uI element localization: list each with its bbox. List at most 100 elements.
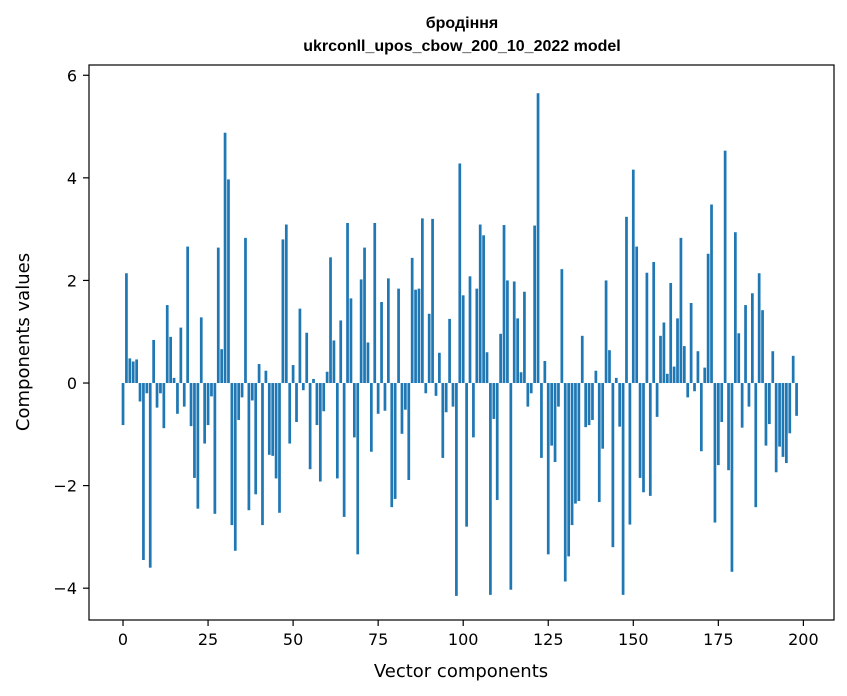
bar [781, 383, 785, 457]
bar [206, 383, 210, 426]
bar [397, 288, 400, 384]
bar [468, 276, 472, 384]
bar [128, 358, 132, 384]
bar [186, 246, 190, 384]
bar [404, 383, 407, 410]
bar [662, 322, 666, 384]
bar [400, 383, 404, 434]
bar [390, 383, 394, 508]
bar [465, 383, 468, 527]
bar [244, 237, 247, 384]
y-axis-label: Components values [13, 253, 34, 431]
bar [785, 383, 788, 464]
x-axis-ticks: 0 25 50 75 100 125 150 175 200 [118, 620, 819, 649]
bar [131, 361, 135, 384]
bar [125, 273, 128, 384]
bar [179, 327, 183, 384]
bar [448, 318, 451, 384]
bar [519, 372, 523, 384]
bar [716, 383, 720, 466]
bar [318, 383, 322, 482]
bar [550, 383, 554, 446]
bar [502, 225, 506, 384]
bar [509, 383, 513, 590]
bar [567, 383, 571, 557]
bar [298, 308, 302, 384]
bar [339, 320, 343, 384]
bar [485, 352, 489, 384]
bar [495, 383, 499, 500]
bar [417, 288, 421, 384]
bar [764, 383, 768, 446]
bar [489, 383, 492, 595]
bar [284, 224, 288, 384]
bar [359, 279, 363, 384]
y-tick-label: 0 [67, 374, 77, 393]
bar [597, 383, 601, 503]
bar [352, 383, 356, 438]
bar [791, 355, 795, 384]
bar [329, 257, 332, 384]
bar [322, 383, 326, 412]
bar [512, 281, 516, 384]
bar [332, 340, 336, 384]
bar [771, 351, 775, 384]
bar [604, 280, 608, 384]
bar [295, 383, 298, 422]
bar [458, 163, 462, 384]
bars-group [121, 93, 798, 596]
bar [247, 383, 251, 511]
bar [421, 218, 424, 384]
bar [659, 335, 662, 384]
bar [138, 383, 142, 402]
bar [220, 349, 224, 384]
bar [162, 383, 166, 429]
bar [278, 383, 281, 513]
bar [631, 169, 635, 384]
bar [546, 383, 550, 555]
bar [121, 383, 125, 426]
bar [587, 383, 591, 426]
bar [543, 360, 547, 384]
bar [529, 383, 533, 394]
bar [696, 351, 700, 384]
bar [159, 383, 162, 394]
bar [676, 318, 679, 384]
bar [591, 383, 594, 420]
bar [751, 293, 754, 384]
y-axis-ticks: −4 −2 0 2 4 6 [53, 66, 89, 598]
x-tick-label: 175 [703, 630, 734, 649]
bar [645, 272, 649, 384]
bar [165, 305, 169, 384]
bar [557, 383, 560, 407]
bar [601, 383, 605, 449]
bar [182, 383, 186, 407]
bar [580, 335, 584, 384]
bar [478, 224, 482, 384]
bar [788, 383, 792, 434]
bar [274, 383, 278, 479]
bar [499, 333, 502, 384]
bar [271, 383, 275, 456]
bar [383, 383, 387, 411]
bar [533, 225, 536, 384]
bar [516, 318, 519, 384]
chart-subtitle: ukrconll_upos_cbow_200_10_2022 model [303, 38, 620, 55]
bar [366, 342, 370, 384]
bar [267, 383, 271, 455]
bar [203, 383, 207, 444]
bar [142, 383, 145, 560]
bar [410, 257, 414, 384]
bar [461, 295, 465, 384]
bar [774, 383, 778, 473]
bar [795, 383, 798, 416]
bar [434, 383, 438, 396]
bar [216, 247, 220, 384]
bar [679, 237, 683, 384]
bar [618, 383, 622, 427]
bar [472, 383, 475, 438]
x-tick-label: 150 [618, 630, 649, 649]
bar [441, 383, 445, 458]
bar [720, 383, 724, 422]
bar [699, 383, 703, 452]
